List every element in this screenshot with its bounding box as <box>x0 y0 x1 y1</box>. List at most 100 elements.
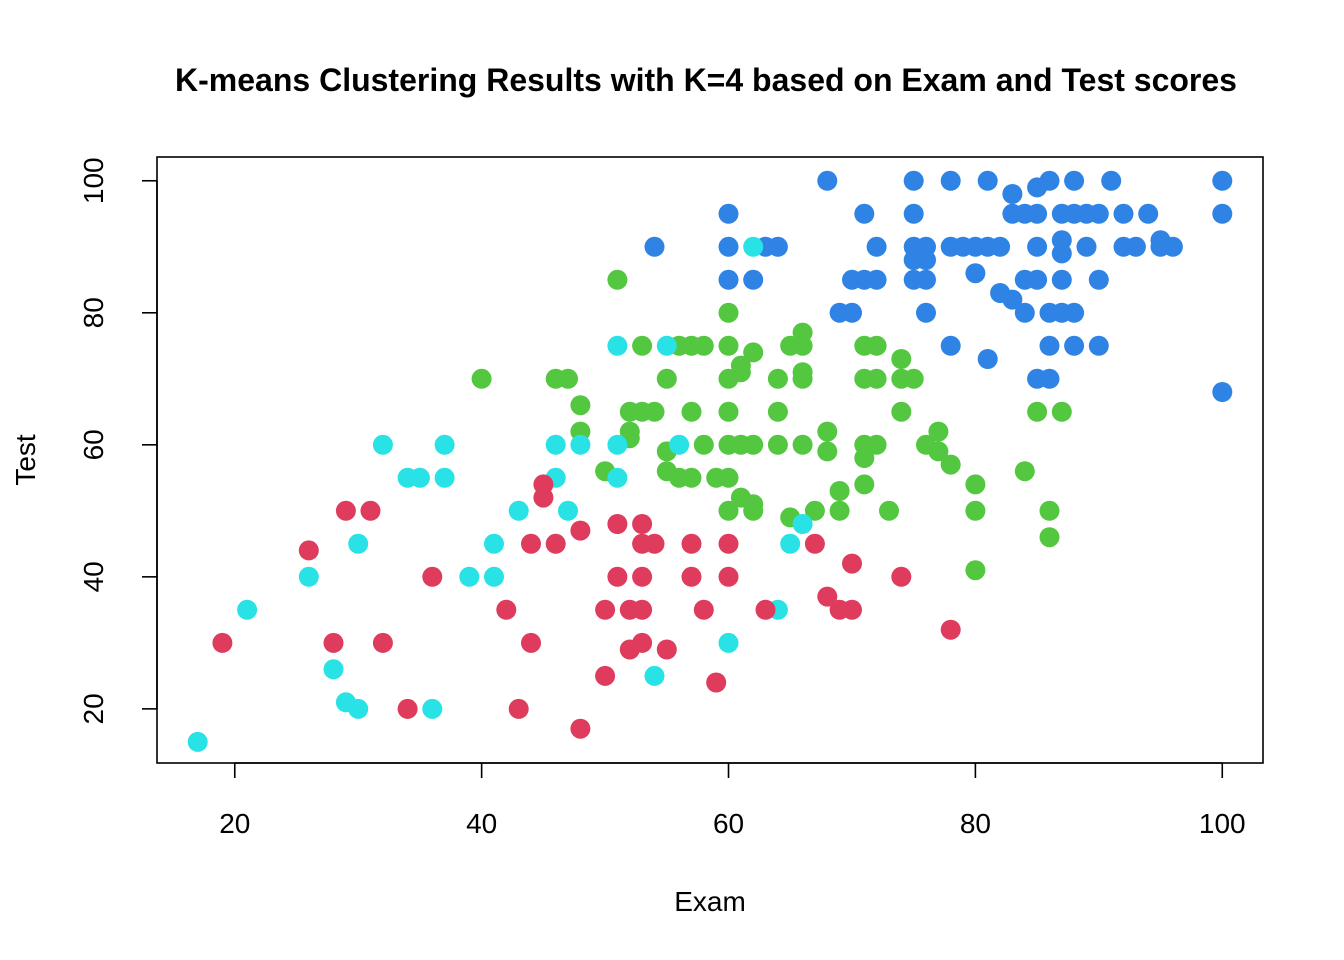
data-point <box>718 203 739 224</box>
data-point <box>632 566 653 587</box>
data-point <box>644 401 665 422</box>
data-point <box>570 520 591 541</box>
data-point <box>558 500 578 521</box>
data-point <box>718 500 739 521</box>
data-point <box>854 203 875 224</box>
data-point <box>854 448 875 468</box>
x-tick-label: 100 <box>1199 808 1246 839</box>
data-point <box>792 335 813 356</box>
data-point <box>521 632 541 653</box>
data-point <box>928 421 949 442</box>
data-point <box>1039 170 1060 191</box>
data-point <box>1101 170 1122 191</box>
data-point <box>422 698 443 719</box>
data-point <box>570 718 591 739</box>
data-point <box>1212 170 1233 191</box>
y-tick-label: 100 <box>78 157 109 204</box>
x-tick-label: 40 <box>466 808 497 839</box>
data-point <box>940 335 961 356</box>
data-point <box>842 553 862 574</box>
data-point <box>298 566 319 587</box>
data-point <box>804 533 825 554</box>
data-point <box>237 599 258 620</box>
data-point <box>903 368 924 389</box>
data-point <box>1064 170 1085 191</box>
data-point <box>595 665 616 686</box>
data-point <box>372 434 393 455</box>
data-point <box>1064 302 1085 323</box>
y-tick-label: 80 <box>78 297 109 328</box>
x-tick-label: 60 <box>713 808 744 839</box>
data-point <box>891 401 912 422</box>
y-axis-label: Test <box>10 434 41 486</box>
data-point <box>533 487 554 508</box>
data-point <box>1027 269 1048 290</box>
data-point <box>1162 236 1183 257</box>
data-point <box>1027 401 1048 422</box>
data-point <box>348 698 369 719</box>
data-point <box>397 698 418 719</box>
data-point <box>632 632 653 653</box>
data-point <box>718 467 739 488</box>
data-point <box>718 533 739 554</box>
data-point <box>323 632 344 653</box>
data-point <box>459 566 480 587</box>
x-tick-label: 20 <box>219 808 250 839</box>
data-point <box>508 500 529 521</box>
data-point <box>965 263 986 284</box>
data-point <box>916 250 936 270</box>
data-point <box>693 335 714 356</box>
data-point <box>1014 461 1035 482</box>
data-point <box>669 434 690 455</box>
data-point <box>730 362 751 383</box>
data-point <box>718 566 739 587</box>
y-tick-label: 40 <box>78 561 109 592</box>
data-point <box>804 500 825 521</box>
data-point <box>743 342 764 363</box>
data-point <box>360 500 381 521</box>
data-point <box>977 349 998 369</box>
data-point <box>632 335 653 356</box>
data-point <box>409 467 430 488</box>
data-point <box>866 269 887 290</box>
data-point <box>348 533 369 554</box>
data-point <box>545 434 566 455</box>
data-point <box>928 441 949 462</box>
data-point <box>644 533 665 554</box>
data-point <box>607 434 628 455</box>
data-point <box>767 434 788 455</box>
data-point <box>558 368 578 389</box>
data-point <box>718 269 739 290</box>
data-point <box>718 632 739 653</box>
data-point <box>1039 368 1060 389</box>
data-point <box>817 586 838 607</box>
data-point <box>965 560 986 581</box>
data-point <box>335 500 356 521</box>
data-point <box>607 514 628 534</box>
data-point <box>434 434 455 455</box>
data-point <box>977 170 998 191</box>
data-point <box>718 236 739 257</box>
data-point <box>484 566 504 587</box>
data-point <box>792 434 813 455</box>
data-point <box>1088 203 1109 224</box>
data-point <box>298 540 319 561</box>
data-point <box>693 434 714 455</box>
data-point <box>681 533 702 554</box>
data-point <box>817 421 838 442</box>
data-point <box>767 368 788 389</box>
data-point <box>965 474 986 495</box>
data-point <box>1027 236 1048 257</box>
data-point <box>1039 500 1060 521</box>
data-point <box>916 302 936 323</box>
data-point <box>940 454 961 475</box>
data-point <box>644 236 665 257</box>
data-point <box>1125 236 1146 257</box>
data-point <box>521 533 541 554</box>
data-point <box>767 401 788 422</box>
data-point <box>1113 203 1134 224</box>
data-point <box>422 566 443 587</box>
x-axis: 20 40 60 80 100 <box>219 762 1246 839</box>
data-point <box>484 533 504 554</box>
